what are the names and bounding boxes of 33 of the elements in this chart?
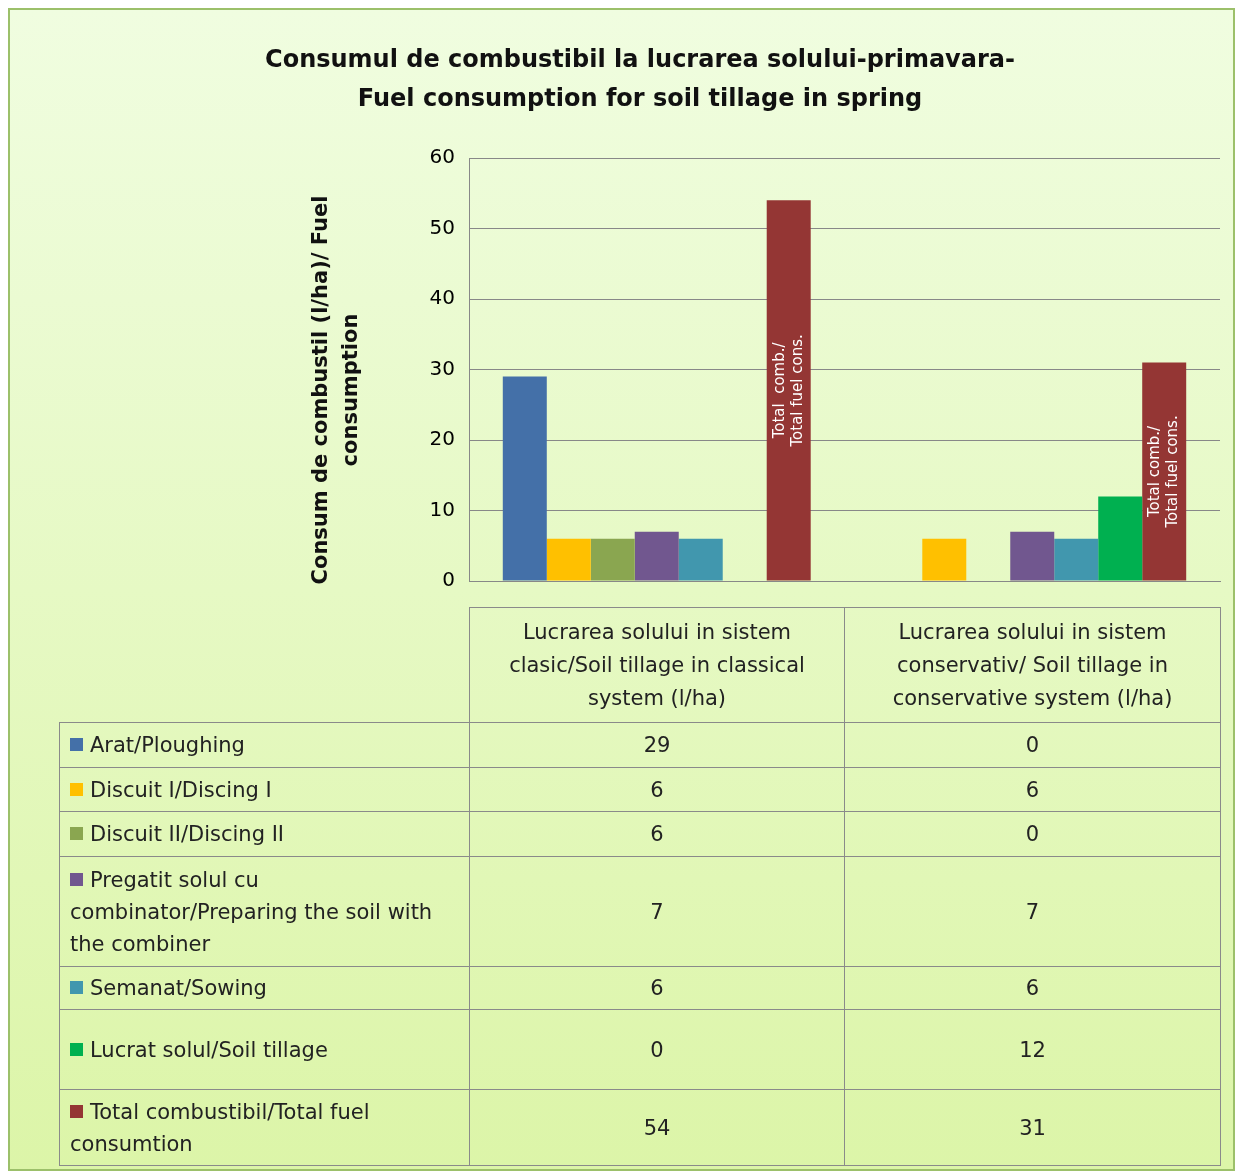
annotation: Total comb./ Total fuel cons. — [769, 334, 806, 448]
data-label: 7 — [469, 856, 845, 967]
y-axis-title: Consum de combustil (l/ha)/ Fuel consumption — [307, 194, 363, 587]
legend-label: Semanat/Sowing — [90, 976, 267, 1000]
legend-label: Arat/Ploughing — [90, 733, 245, 757]
y-tick-label: 60 — [429, 144, 455, 169]
data-label: 6 — [469, 811, 845, 857]
data-label: 6 — [469, 966, 845, 1010]
y-tick-label: 10 — [429, 496, 455, 521]
legend-label: Discuit I/Discing I — [90, 777, 272, 802]
legend-label: Discuit II/Discing II — [90, 822, 285, 846]
y-tick-label: 50 — [429, 214, 455, 239]
data-label: 6 — [844, 767, 1221, 812]
annotation: Total comb./ Total fuel cons. — [1145, 415, 1182, 529]
chart-title: Consumul de combustibil la lucrarea solului-primavara- Fuel consumption for soil tillage in spring — [264, 44, 1016, 114]
data-label: 29 — [469, 722, 845, 768]
data-label: 6 — [844, 966, 1221, 1010]
data-label: 54 — [469, 1089, 845, 1166]
y-tick-label: 40 — [429, 285, 455, 310]
data-label: 12 — [844, 1009, 1221, 1090]
data-label: 31 — [844, 1089, 1221, 1166]
x-tick-label: Lucrarea solului in sistem clasic/Soil tillage in classical system (l/ha) — [469, 607, 845, 723]
legend-label: Pregatit solul cu combinator/Preparing the soil with the combiner — [70, 867, 433, 956]
data-label: 0 — [844, 722, 1221, 768]
y-tick-label: 20 — [429, 426, 455, 451]
data-label: 0 — [844, 811, 1221, 857]
data-label: 6 — [469, 767, 845, 812]
legend-label: Total combustibil/Total fuel consumtion — [70, 1099, 370, 1156]
data-label: 7 — [844, 856, 1221, 967]
y-tick-label: 0 — [442, 567, 455, 592]
legend-label: Lucrat solul/Soil tillage — [90, 1037, 328, 1062]
x-tick-label: Lucrarea solului in sistem conservativ/ Soil tillage in conservative system (l/ha) — [844, 607, 1221, 723]
y-tick-label: 30 — [429, 355, 455, 380]
